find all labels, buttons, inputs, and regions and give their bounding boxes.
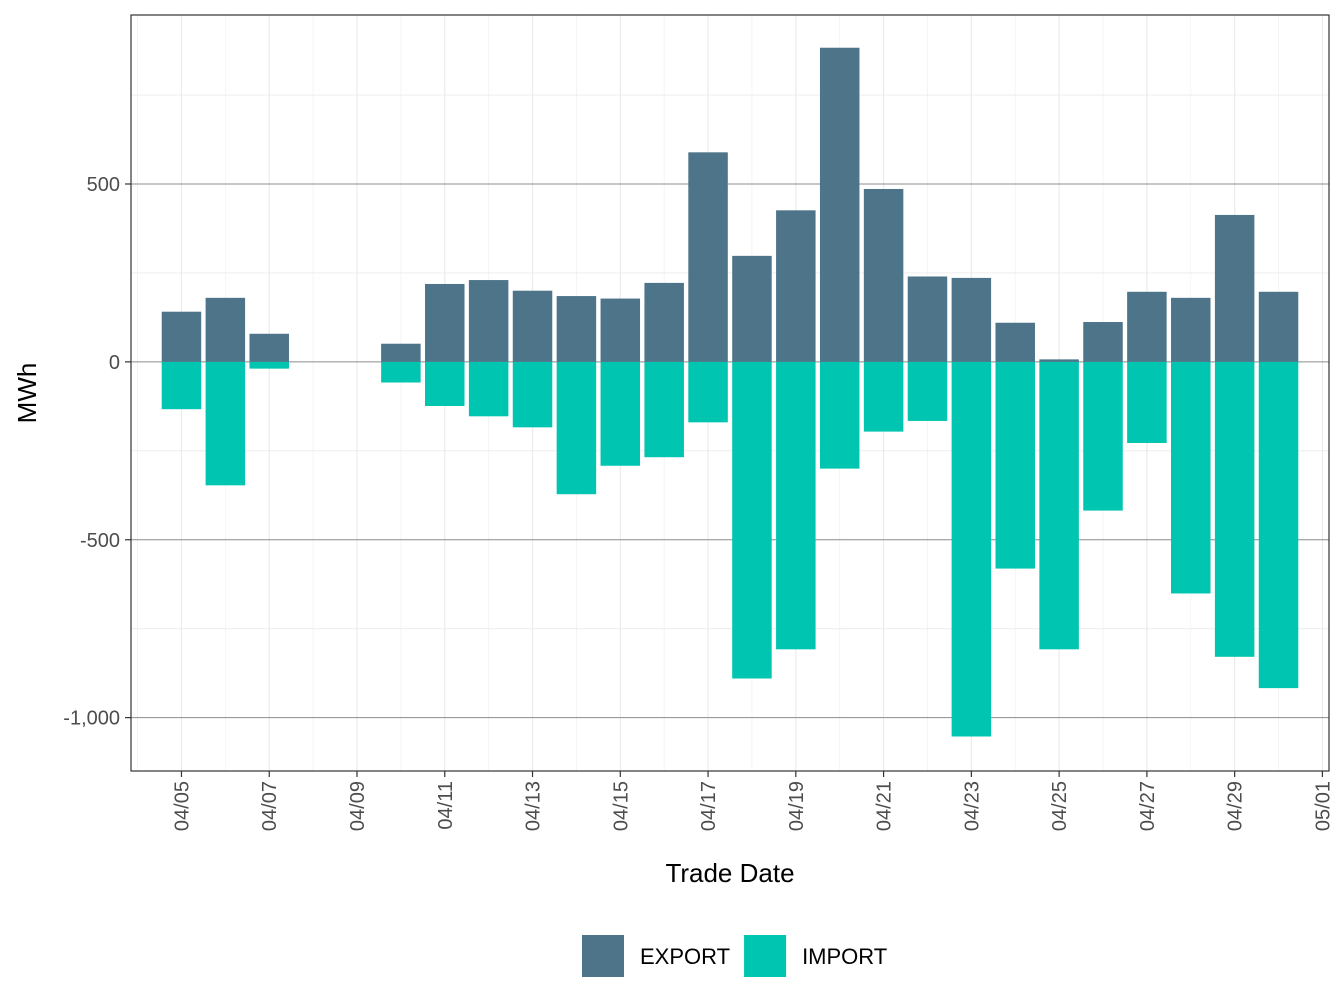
bar-export — [161, 311, 202, 362]
x-tick-label: 04/23 — [961, 781, 983, 831]
bar-import — [556, 361, 597, 495]
bar-export — [205, 297, 246, 362]
x-tick-label: 04/05 — [171, 781, 193, 831]
bar-export — [644, 282, 684, 362]
bar-import — [161, 361, 202, 410]
bar-import — [819, 361, 860, 469]
bar-import — [1083, 361, 1123, 511]
bar-export — [381, 343, 421, 362]
bar-import — [907, 361, 948, 421]
bar-import — [1258, 361, 1299, 689]
bar-export — [732, 255, 772, 362]
x-tick-label: 04/25 — [1049, 781, 1071, 831]
x-axis: 04/05 04/07 04/09 04/11 04/13 04/15 04/17 04/19… — [171, 771, 1334, 831]
bar-export — [863, 188, 904, 362]
bar-import — [468, 361, 509, 417]
bar-export — [688, 152, 728, 362]
bar-import — [512, 361, 553, 428]
x-tick-label: 04/29 — [1225, 781, 1247, 831]
bar-export — [512, 290, 553, 362]
bar-import — [1214, 361, 1255, 657]
bar-export — [468, 280, 509, 362]
bar-export — [425, 283, 465, 362]
bar-import — [644, 361, 684, 458]
bar-export — [1258, 291, 1299, 362]
bar-import — [1171, 361, 1211, 594]
bar-export — [600, 298, 641, 362]
legend-key-export — [582, 935, 624, 977]
bar-import — [688, 361, 728, 423]
x-tick-label: 04/27 — [1137, 781, 1159, 831]
bar-export — [1083, 322, 1123, 362]
y-tick-label: -1,000 — [63, 708, 120, 730]
bar-import — [995, 361, 1035, 569]
bar-export — [1127, 291, 1167, 362]
legend-label-import: IMPORT — [802, 944, 887, 969]
y-tick-label: 0 — [109, 352, 120, 374]
bar-import — [205, 361, 246, 486]
bar-import — [600, 361, 641, 466]
legend-key-import — [744, 935, 787, 977]
bar-export — [556, 296, 597, 362]
bar-import — [425, 361, 465, 406]
y-tick-label: -500 — [80, 530, 120, 552]
bar-export — [1171, 297, 1211, 362]
bar-import — [1039, 361, 1079, 650]
bar-import — [249, 361, 289, 369]
bar-import — [1127, 361, 1167, 443]
bar-export — [995, 322, 1035, 362]
x-axis-title: Trade Date — [665, 858, 794, 888]
bar-import — [776, 361, 816, 650]
x-tick-label: 04/11 — [435, 781, 457, 830]
x-tick-label: 04/21 — [874, 781, 896, 831]
x-tick-label: 04/07 — [259, 781, 281, 831]
bar-export — [249, 333, 289, 362]
bar-export — [819, 47, 860, 362]
x-tick-label: 04/15 — [610, 781, 632, 831]
x-tick-label: 04/17 — [698, 781, 720, 831]
y-tick-label: 500 — [87, 174, 120, 196]
bar-export — [1039, 359, 1079, 362]
bar-export — [1214, 214, 1255, 362]
legend: EXPORT IMPORT — [582, 935, 887, 977]
bars — [161, 47, 1299, 737]
bar-export — [951, 277, 992, 362]
bar-import — [732, 361, 772, 679]
y-axis: 500 0 -500 -1,000 — [63, 174, 131, 730]
bar-import — [381, 361, 421, 383]
bar-import — [863, 361, 904, 432]
x-tick-label: 05/01 — [1312, 781, 1334, 831]
bar-import — [951, 361, 992, 737]
y-axis-title: MWh — [12, 363, 42, 424]
x-tick-label: 04/09 — [347, 781, 369, 831]
bar-export — [907, 276, 948, 362]
x-tick-label: 04/19 — [786, 781, 808, 831]
legend-label-export: EXPORT — [640, 944, 730, 969]
x-tick-label: 04/13 — [523, 781, 545, 831]
bar-export — [776, 210, 816, 362]
panel-border — [130, 14, 1330, 772]
